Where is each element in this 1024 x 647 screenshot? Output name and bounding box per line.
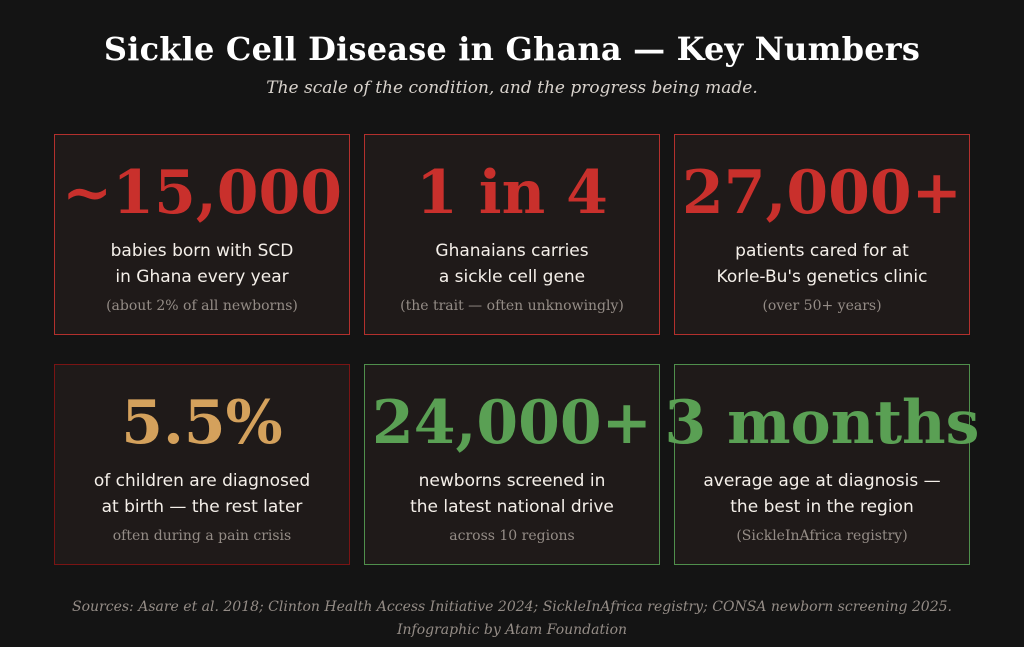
stat-value: 27,000+ — [682, 158, 962, 228]
stat-description-line: in Ghana every year — [115, 267, 289, 287]
stat-value: ~15,000 — [62, 158, 342, 228]
stat-description: patients cared for at Korle-Bu's genetic… — [675, 238, 969, 290]
stat-description-line: the latest national drive — [410, 497, 614, 517]
stat-note: (SickleInAfrica registry) — [736, 528, 908, 544]
stat-note: across 10 regions — [449, 528, 575, 544]
stat-value: 1 in 4 — [416, 158, 608, 228]
stat-description-line: Korle-Bu's genetics clinic — [716, 267, 928, 287]
stat-description-line: of children are diagnosed — [93, 471, 311, 491]
stat-card-diagnosis-age: 3 months average age at diagnosis — the … — [665, 364, 979, 565]
page-title: Sickle Cell Disease in Ghana — Key Numbe… — [103, 30, 921, 68]
sources-text: Sources: Asare et al. 2018; Clinton Heal… — [72, 599, 952, 615]
stat-description: newborns screened in the latest national… — [365, 468, 659, 520]
stat-note: (the trait — often unknowingly) — [400, 298, 624, 314]
stat-description-line: patients cared for at — [735, 241, 909, 261]
stat-note: (about 2% of all newborns) — [106, 298, 298, 314]
stat-description-line: Ghanaians carries — [435, 241, 589, 261]
stat-description-line: a sickle cell gene — [438, 267, 586, 287]
stat-note: (over 50+ years) — [762, 298, 882, 314]
stat-description-line: babies born with SCD — [110, 241, 294, 261]
credit-text: Infographic by Atam Foundation — [396, 622, 628, 638]
stat-note: often during a pain crisis — [112, 528, 292, 544]
footer-sources: Sources: Asare et al. 2018; Clinton Heal… — [0, 596, 1024, 642]
stat-card-patients: 27,000+ patients cared for at Korle-Bu's… — [674, 134, 970, 335]
stat-description: of children are diagnosed at birth — the… — [55, 468, 349, 520]
stat-value: 3 months — [664, 388, 980, 458]
stat-card-births: ~15,000 babies born with SCD in Ghana ev… — [54, 134, 350, 335]
stat-card-diagnosed: 5.5% of children are diagnosed at birth … — [54, 364, 350, 565]
stat-card-carriers: 1 in 4 Ghanaians carries a sickle cell g… — [364, 134, 660, 335]
stat-description: babies born with SCD in Ghana every year — [55, 238, 349, 290]
page-subtitle: The scale of the condition, and the prog… — [266, 78, 758, 98]
stat-value: 5.5% — [121, 388, 283, 458]
stat-description-line: newborns screened in — [418, 471, 606, 491]
stat-value: 24,000+ — [372, 388, 652, 458]
stat-description: average age at diagnosis — the best in t… — [675, 468, 969, 520]
stat-description-line: at birth — the rest later — [101, 497, 303, 517]
stat-description-line: average age at diagnosis — — [703, 471, 941, 491]
stat-description-line: the best in the region — [730, 497, 914, 517]
stat-card-screened: 24,000+ newborns screened in the latest … — [364, 364, 660, 565]
stat-description: Ghanaians carries a sickle cell gene — [365, 238, 659, 290]
